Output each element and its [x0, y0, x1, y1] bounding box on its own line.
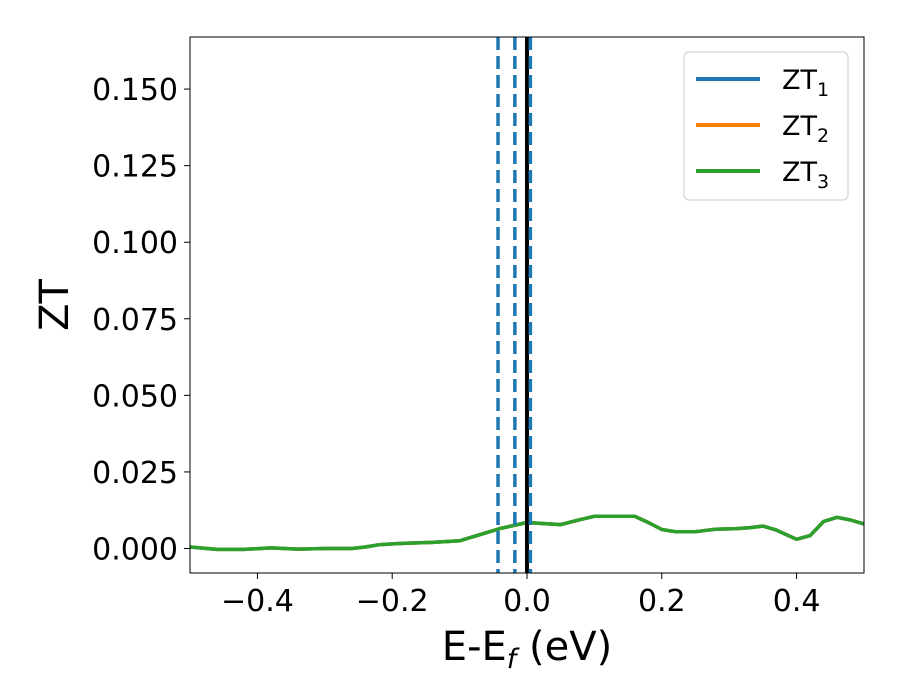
legend-label: ZT1 [782, 65, 829, 101]
x-axis-title-base: E-E [442, 624, 507, 670]
y-tick-label: 0.025 [92, 456, 178, 491]
y-tick-label: 0.125 [92, 150, 178, 185]
x-axis-ticks: −0.4 −0.2 0.0 0.2 0.4 [221, 573, 820, 619]
y-axis-ticks: 0.000 0.025 0.050 0.075 0.100 0.125 0.150 [92, 73, 190, 567]
x-tick-label: 0.2 [638, 584, 686, 619]
y-tick-label: 0.075 [92, 303, 178, 338]
x-tick-label: −0.4 [221, 584, 294, 619]
x-axis-title: E-Ef (eV) [442, 624, 612, 675]
x-tick-label: −0.2 [356, 584, 429, 619]
x-axis-title-unit: (eV) [516, 624, 612, 670]
vertical-reference-lines [496, 37, 533, 573]
y-tick-label: 0.000 [92, 532, 178, 567]
series-line-zt3 [190, 514, 864, 552]
y-tick-label: 0.100 [92, 226, 178, 261]
x-tick-label: 0.0 [503, 584, 551, 619]
legend-label-subscript: 2 [817, 125, 829, 147]
legend-label-subscript: 3 [817, 171, 829, 193]
legend-label-base: ZT [782, 157, 817, 188]
legend-label: ZT3 [782, 157, 829, 193]
y-tick-label: 0.050 [92, 379, 178, 414]
legend-box [683, 51, 849, 201]
legend-label: ZT2 [782, 111, 829, 147]
legend-label-base: ZT [782, 65, 817, 96]
legend-label-base: ZT [782, 111, 817, 142]
y-tick-label: 0.150 [92, 73, 178, 108]
x-tick-label: 0.4 [773, 584, 821, 619]
legend-label-subscript: 1 [817, 79, 829, 101]
y-axis-title: ZT [32, 279, 78, 331]
